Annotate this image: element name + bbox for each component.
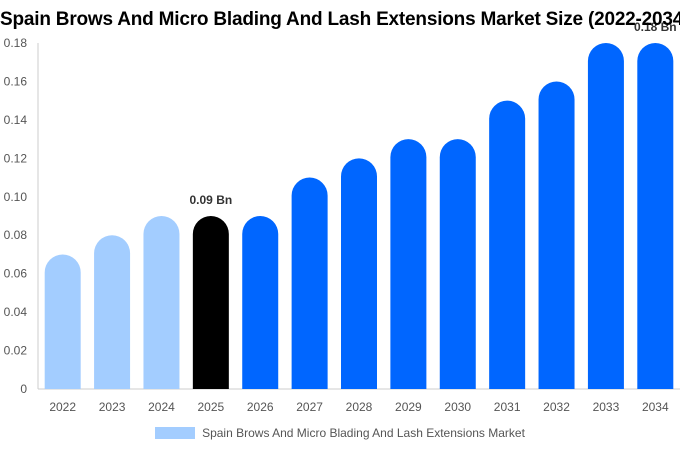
x-tick-label: 2032 — [543, 400, 570, 414]
x-tick-label: 2024 — [148, 400, 175, 414]
legend: Spain Brows And Micro Blading And Lash E… — [0, 426, 680, 440]
x-tick-label: 2026 — [247, 400, 274, 414]
y-tick-label: 0.16 — [4, 74, 28, 88]
y-tick-label: 0.04 — [4, 305, 28, 319]
y-tick-label: 0.08 — [4, 228, 28, 242]
x-tick-label: 2028 — [346, 400, 373, 414]
chart-title: Spain Brows And Micro Blading And Lash E… — [0, 9, 680, 30]
bar-2034 — [637, 43, 674, 389]
x-tick-label: 2023 — [99, 400, 126, 414]
bar-2029 — [390, 139, 427, 389]
x-tick-label: 2034 — [642, 400, 669, 414]
x-tick-label: 2025 — [197, 400, 224, 414]
y-tick-label: 0.10 — [4, 190, 28, 204]
data-label: 0.18 Bn — [634, 20, 677, 34]
x-tick-label: 2031 — [494, 400, 521, 414]
bar-2033 — [587, 43, 624, 389]
bar-2031 — [489, 100, 526, 390]
bar-2027 — [291, 177, 328, 389]
y-tick-label: 0.06 — [4, 267, 28, 281]
x-tick-label: 2029 — [395, 400, 422, 414]
legend-label: Spain Brows And Micro Blading And Lash E… — [202, 426, 525, 440]
legend-swatch — [155, 427, 196, 439]
bar-2023 — [94, 235, 131, 389]
x-tick-label: 2022 — [49, 400, 76, 414]
x-tick-label: 2027 — [296, 400, 323, 414]
y-tick-label: 0.18 — [4, 36, 28, 50]
y-tick-label: 0 — [20, 382, 27, 396]
bar-2024 — [143, 216, 180, 389]
y-tick-label: 0.12 — [4, 151, 28, 165]
data-label: 0.09 Bn — [190, 193, 233, 207]
bar-2022 — [44, 254, 81, 389]
x-tick-label: 2033 — [593, 400, 620, 414]
x-tick-label: 2030 — [444, 400, 471, 414]
bar-2028 — [341, 158, 377, 389]
bar-2032 — [538, 81, 575, 389]
bar-2025 — [192, 216, 229, 389]
y-tick-label: 0.14 — [4, 113, 28, 127]
bar-2030 — [439, 139, 476, 389]
y-tick-label: 0.02 — [4, 344, 28, 358]
bar-2026 — [242, 216, 279, 389]
